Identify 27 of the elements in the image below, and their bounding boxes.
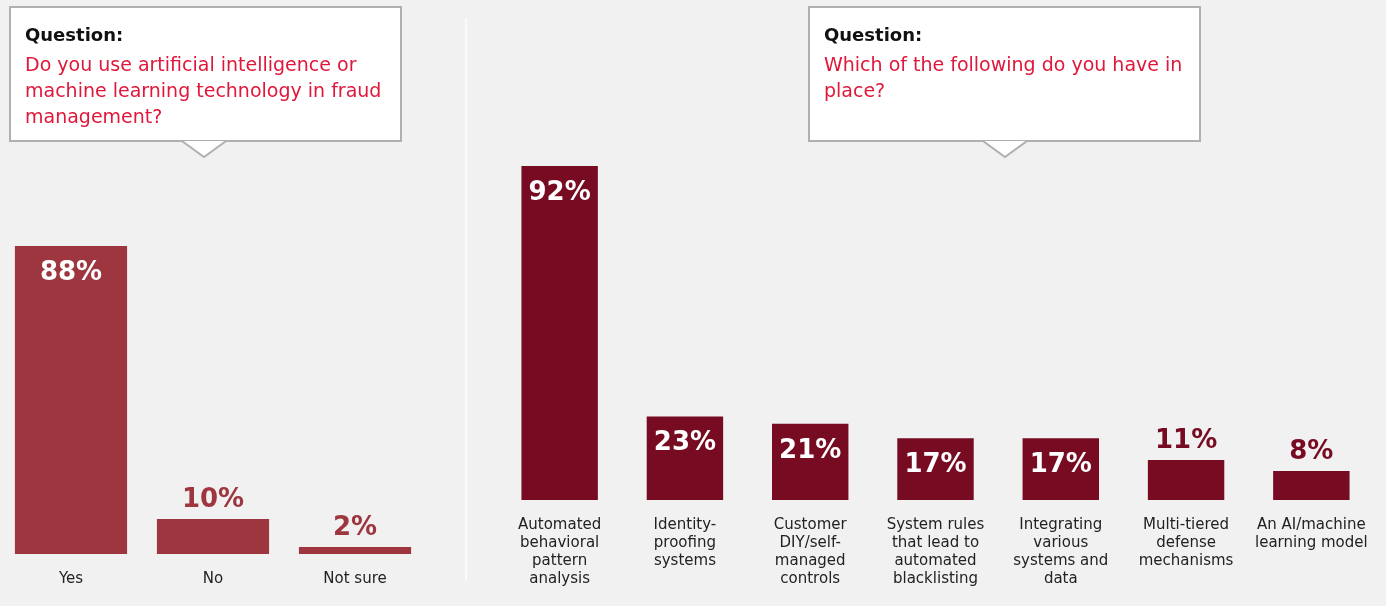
- x-tick-label: Identity-proofing systems: [653, 514, 717, 569]
- chart-title: Question:: [25, 24, 125, 45]
- bar: [1147, 460, 1225, 500]
- x-tick-label: System rules that lead to automated blacklisting: [886, 514, 985, 587]
- data-label: 88%: [39, 255, 103, 286]
- chart-subtitle: Do you use artificial intelligence or machine learning technology in fraud management?: [25, 52, 383, 129]
- x-tick-label: Integrating various systems and data: [1013, 514, 1109, 587]
- data-label: 17%: [904, 448, 967, 479]
- x-tick-label: Multi-tiered defense mechanisms: [1138, 514, 1234, 569]
- data-label: 10%: [181, 482, 245, 513]
- x-tick-label: An AI/machine learning model: [1255, 514, 1368, 551]
- data-label: 21%: [779, 433, 842, 464]
- x-tick-label: Customer DIY/self-managed controls: [773, 514, 848, 587]
- data-label: 17%: [1029, 448, 1092, 479]
- bar: [521, 166, 598, 500]
- x-tick-label: Not sure: [323, 568, 387, 587]
- bar: [1273, 470, 1350, 500]
- data-label: 2%: [332, 510, 378, 541]
- chart-subtitle: Which of the following do you have in place?: [824, 52, 1184, 103]
- data-label: 11%: [1154, 423, 1218, 454]
- x-tick-label: Yes: [57, 568, 84, 587]
- data-label: 92%: [528, 175, 591, 206]
- data-label: 23%: [653, 426, 717, 457]
- x-tick-label: No: [202, 568, 224, 587]
- chart-title: Question:: [824, 24, 924, 45]
- x-tick-label: Automated behavioral pattern analysis: [518, 514, 602, 587]
- data-label: 8%: [1289, 434, 1334, 465]
